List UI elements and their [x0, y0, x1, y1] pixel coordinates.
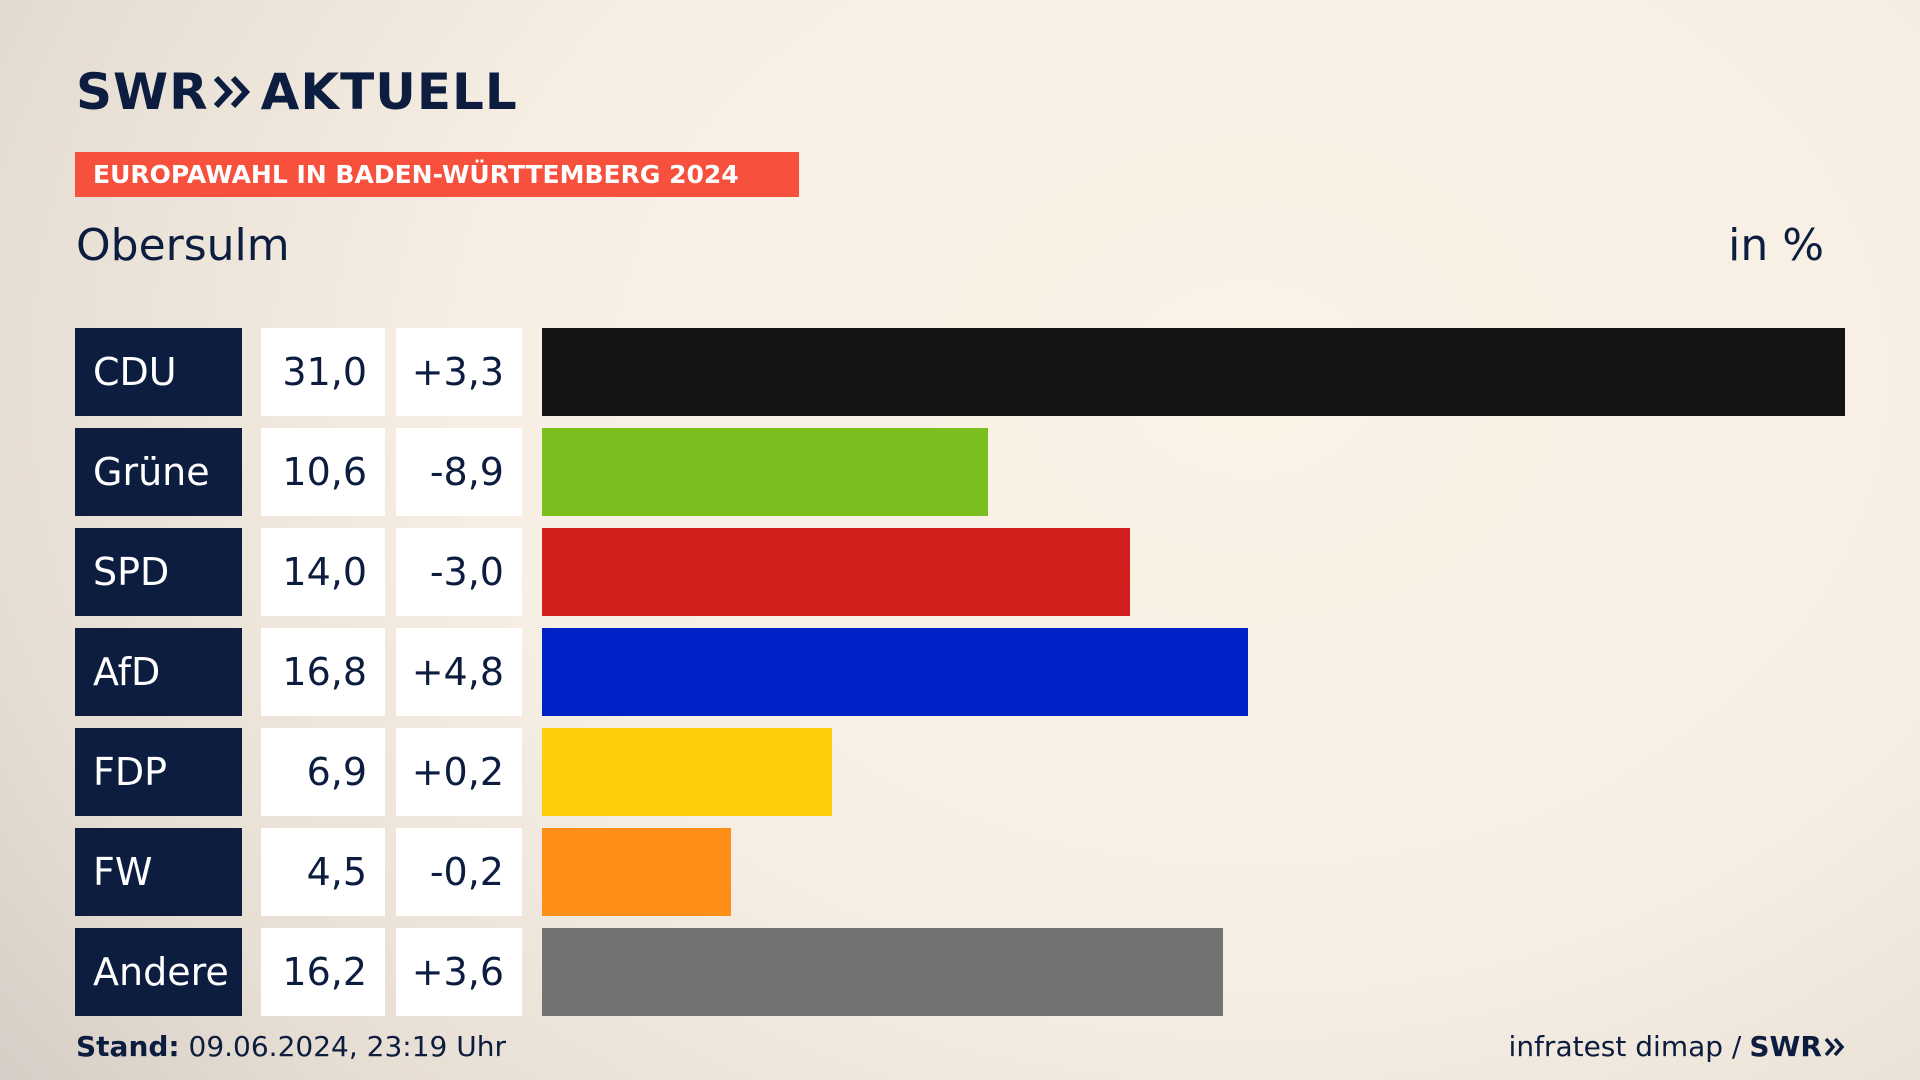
double-chevron-small-icon [1824, 1037, 1845, 1056]
timestamp: Stand: 09.06.2024, 23:19 Uhr [76, 1030, 506, 1063]
source-credit: infratest dimap / SWR [1509, 1030, 1846, 1063]
logo-aktuell-text: AKTUELL [260, 63, 518, 121]
logo-swr-text: SWR [76, 63, 209, 121]
vote-change-label: -0,2 [396, 828, 522, 916]
vote-share-label: 6,9 [261, 728, 385, 816]
source-text: infratest dimap / [1508, 1030, 1742, 1063]
party-label: CDU [75, 328, 242, 416]
bar-row: CDU 31,0 +3,3 [0, 328, 1920, 416]
vote-share-label: 14,0 [261, 528, 385, 616]
vote-change-label: +3,3 [396, 328, 522, 416]
party-label: FDP [75, 728, 242, 816]
double-chevron-icon [213, 75, 250, 109]
party-label: FW [75, 828, 242, 916]
bar-row: Andere 16,2 +3,6 [0, 928, 1920, 1016]
vote-share-label: 31,0 [261, 328, 385, 416]
bar [542, 828, 732, 916]
party-label: AfD [75, 628, 242, 716]
bar [542, 528, 1131, 616]
bar-row: AfD 16,8 +4,8 [0, 628, 1920, 716]
bar [542, 728, 833, 816]
stand-label: Stand: [76, 1030, 180, 1063]
vote-change-label: -3,0 [396, 528, 522, 616]
vote-share-label: 16,8 [261, 628, 385, 716]
bar [542, 328, 1845, 416]
vote-share-label: 4,5 [261, 828, 385, 916]
vote-change-label: -8,9 [396, 428, 522, 516]
bar [542, 428, 988, 516]
bar-row: FW 4,5 -0,2 [0, 828, 1920, 916]
swr-footer-logo: SWR [1749, 1030, 1846, 1063]
vote-change-label: +3,6 [396, 928, 522, 1016]
party-label: Andere [75, 928, 242, 1016]
bar [542, 928, 1223, 1016]
chart-title: Obersulm [76, 220, 290, 271]
swr-aktuell-logo: SWR AKTUELL [76, 63, 518, 121]
vote-share-label: 10,6 [261, 428, 385, 516]
vote-change-label: +4,8 [396, 628, 522, 716]
vote-change-label: +0,2 [396, 728, 522, 816]
bar-row: FDP 6,9 +0,2 [0, 728, 1920, 816]
swr-footer-text: SWR [1749, 1030, 1822, 1063]
unit-label: in % [1728, 220, 1824, 271]
stand-value: 09.06.2024, 23:19 Uhr [179, 1030, 506, 1063]
vote-share-label: 16,2 [261, 928, 385, 1016]
bar-row: Grüne 10,6 -8,9 [0, 428, 1920, 516]
party-label: Grüne [75, 428, 242, 516]
party-label: SPD [75, 528, 242, 616]
bar-row: SPD 14,0 -3,0 [0, 528, 1920, 616]
election-tag: EUROPAWAHL IN BADEN-WÜRTTEMBERG 2024 [75, 152, 799, 197]
bar [542, 628, 1249, 716]
